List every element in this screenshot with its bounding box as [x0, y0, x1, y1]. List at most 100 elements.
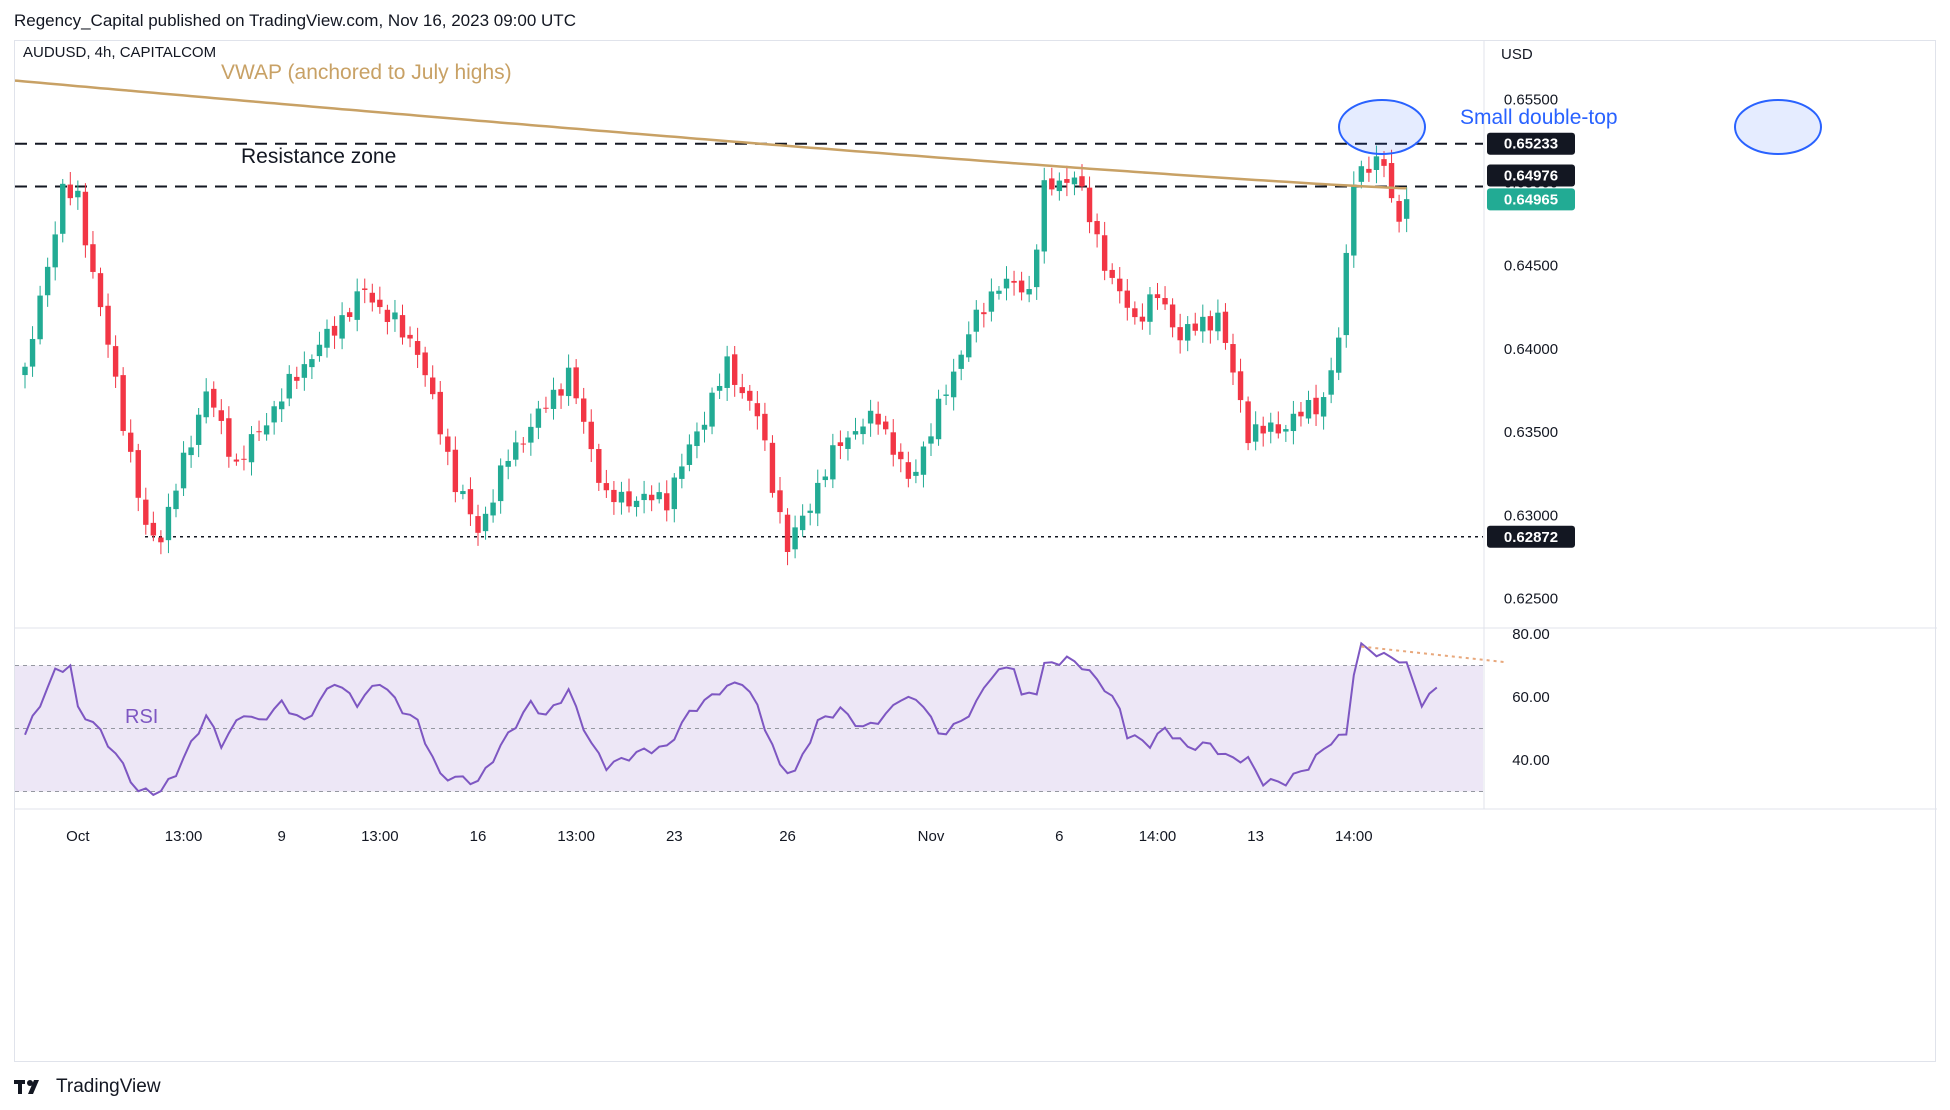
candle[interactable] — [777, 477, 783, 524]
candle[interactable] — [294, 366, 300, 389]
candle[interactable] — [1071, 171, 1078, 196]
candle[interactable] — [966, 321, 972, 362]
candle[interactable] — [384, 304, 391, 335]
candle[interactable] — [286, 365, 292, 407]
candle[interactable] — [505, 449, 511, 480]
price-axis-label[interactable]: 0.64976 — [1487, 164, 1575, 187]
candle[interactable] — [437, 380, 443, 445]
candle[interactable] — [1366, 156, 1372, 182]
candle[interactable] — [988, 278, 995, 322]
price-axis-label[interactable]: 0.64965 — [1487, 188, 1575, 211]
candle[interactable] — [815, 469, 821, 527]
candle[interactable] — [1101, 221, 1108, 281]
candle[interactable] — [1230, 333, 1236, 385]
candle[interactable] — [1200, 304, 1206, 343]
candle[interactable] — [430, 365, 436, 400]
candle[interactable] — [807, 503, 813, 526]
candle[interactable] — [686, 434, 693, 472]
candle[interactable] — [1162, 286, 1168, 310]
candle[interactable] — [60, 178, 66, 243]
candle[interactable] — [1207, 310, 1214, 344]
price-axis-label[interactable]: 0.62872 — [1487, 525, 1575, 548]
candle[interactable] — [641, 480, 647, 514]
candle[interactable] — [1154, 282, 1161, 310]
candle[interactable] — [135, 443, 141, 512]
candle[interactable] — [520, 437, 526, 453]
candle[interactable] — [799, 504, 806, 537]
candle[interactable] — [1086, 176, 1093, 234]
candle[interactable] — [82, 183, 89, 258]
candle[interactable] — [467, 477, 474, 526]
candle[interactable] — [596, 443, 602, 491]
candle[interactable] — [1147, 286, 1153, 335]
candle[interactable] — [346, 307, 353, 322]
candle[interactable] — [565, 354, 572, 406]
candle[interactable] — [37, 285, 43, 345]
candle[interactable] — [218, 399, 224, 435]
double-top-circle-right[interactable] — [1734, 99, 1822, 155]
candle[interactable] — [233, 453, 240, 466]
candle[interactable] — [792, 515, 798, 559]
candle[interactable] — [664, 480, 670, 522]
candle[interactable] — [1336, 327, 1342, 381]
candle[interactable] — [29, 326, 36, 377]
candle[interactable] — [920, 441, 927, 488]
candle[interactable] — [173, 483, 179, 518]
candle[interactable] — [309, 354, 315, 380]
candle[interactable] — [369, 283, 375, 312]
candle[interactable] — [271, 400, 277, 435]
candle[interactable] — [1215, 299, 1221, 341]
rsi-divergence-line[interactable] — [1361, 645, 1507, 664]
candle[interactable] — [1109, 263, 1115, 285]
candle[interactable] — [1041, 167, 1047, 264]
candle[interactable] — [90, 231, 96, 279]
candle[interactable] — [928, 423, 934, 456]
candle[interactable] — [732, 345, 738, 397]
candle[interactable] — [203, 378, 209, 424]
candle[interactable] — [845, 431, 851, 461]
candle[interactable] — [180, 441, 187, 497]
candle[interactable] — [460, 484, 466, 500]
candle[interactable] — [1011, 270, 1017, 296]
candle[interactable] — [1139, 303, 1146, 330]
candle[interactable] — [1320, 392, 1327, 430]
candle[interactable] — [694, 422, 700, 459]
candle[interactable] — [905, 451, 912, 488]
candle[interactable] — [784, 508, 791, 566]
candle[interactable] — [1388, 149, 1395, 203]
candle[interactable] — [301, 351, 308, 391]
candle[interactable] — [414, 327, 421, 368]
candle[interactable] — [165, 493, 172, 554]
candle[interactable] — [762, 402, 768, 451]
candle[interactable] — [528, 413, 534, 456]
candle[interactable] — [611, 481, 617, 515]
candle[interactable] — [898, 443, 904, 473]
candle[interactable] — [1260, 416, 1266, 447]
candle[interactable] — [22, 362, 28, 389]
candle[interactable] — [331, 316, 338, 349]
candle[interactable] — [399, 304, 406, 345]
candle[interactable] — [852, 417, 859, 440]
candle[interactable] — [1313, 384, 1319, 426]
rsi-line[interactable] — [24, 641, 1438, 797]
candle[interactable] — [482, 506, 489, 540]
candle[interactable] — [913, 459, 919, 484]
candle[interactable] — [1094, 213, 1100, 248]
candle[interactable] — [248, 425, 255, 476]
candle[interactable] — [867, 399, 874, 437]
candle[interactable] — [1373, 145, 1380, 184]
candle[interactable] — [422, 346, 428, 387]
candle[interactable] — [1381, 151, 1387, 178]
candle[interactable] — [452, 436, 459, 503]
candle[interactable] — [97, 267, 104, 317]
tradingview-branding[interactable]: TradingView — [14, 1076, 161, 1098]
candle[interactable] — [497, 458, 504, 514]
candle[interactable] — [1124, 279, 1130, 321]
candle[interactable] — [543, 396, 549, 413]
candle[interactable] — [1064, 165, 1070, 197]
candle[interactable] — [573, 359, 579, 405]
candle[interactable] — [1169, 298, 1176, 338]
candle[interactable] — [1026, 275, 1032, 303]
candle[interactable] — [981, 302, 987, 328]
candle[interactable] — [1185, 316, 1191, 352]
